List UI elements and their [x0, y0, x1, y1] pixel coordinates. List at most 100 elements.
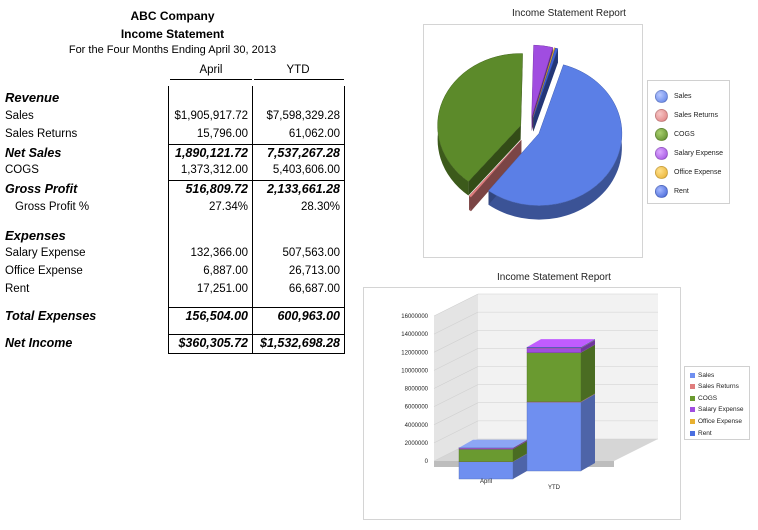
bar-segment-side: [513, 453, 527, 479]
bar-chart-panel: 16000000 14000000 12000000 10000000 8000000 6…: [363, 287, 681, 520]
legend-swatch: [655, 146, 668, 160]
sales-returns-april: 15,796.00: [196, 128, 248, 140]
pie-legend-label: Sales Returns: [674, 111, 718, 119]
net-sales-april: 1,890,121.72: [175, 146, 248, 160]
bar-segment: [526, 347, 582, 353]
y-tick-label: 2000000: [405, 441, 429, 447]
pie-legend-item: Salary Expense: [655, 146, 723, 160]
pie-slice-edge: [468, 125, 521, 196]
net-income-rule: [168, 334, 345, 335]
net-income-ytd: $1,532,698.28: [260, 336, 340, 350]
pie-slice: [437, 53, 523, 182]
pie-legend-label: COGS: [674, 130, 695, 138]
pie-legend-item: Sales: [655, 89, 692, 103]
bar-chart-legend: Sales Sales Returns COGS Salary Expense …: [684, 366, 750, 440]
gridline: [433, 311, 479, 335]
bar-legend-item: Rent: [690, 428, 712, 438]
gridline: [433, 293, 479, 317]
salary-expense-label: Salary Expense: [5, 247, 86, 259]
header-underline-april: [170, 79, 252, 80]
bar-segment-side: [513, 439, 527, 448]
gross-profit-ytd: 2,133,661.28: [267, 182, 340, 196]
pie-slice: [488, 64, 623, 206]
pie-slice-side: [488, 64, 622, 220]
pie-legend-label: Office Expense: [674, 168, 722, 176]
rent-ytd: 66,687.00: [288, 283, 340, 295]
pie-slice-edge: [533, 48, 558, 132]
office-expense-label: Office Expense: [5, 265, 83, 277]
bar-legend-label: Office Expense: [698, 417, 742, 425]
salary-expense-ytd: 507,563.00: [282, 247, 340, 259]
y-tick-label: 0: [425, 459, 429, 465]
pie-slice: [533, 47, 559, 118]
y-tick-label: 4000000: [405, 423, 429, 429]
column-border-left: [168, 86, 169, 354]
company-name: ABC Company: [130, 9, 215, 23]
legend-swatch: [655, 184, 668, 198]
pie-legend-item: COGS: [655, 127, 695, 141]
pie-legend-label: Rent: [674, 187, 689, 195]
y-tick-label: 14000000: [401, 332, 428, 338]
gross-profit-pct-label: Gross Profit %: [15, 201, 90, 213]
y-tick-label: 12000000: [401, 350, 428, 356]
gridline: [433, 366, 479, 389]
bar-legend-label: COGS: [698, 394, 718, 402]
bar-chart-title: Income Statement Report: [497, 272, 611, 283]
bar-segment-side: [581, 339, 595, 349]
legend-swatch: [655, 165, 668, 179]
bar-top: [459, 439, 527, 448]
y-tick-label: 8000000: [405, 387, 429, 393]
bar-segment-side: [581, 344, 595, 402]
bar-segment-side: [581, 393, 595, 403]
legend-swatch: [690, 395, 695, 401]
sales-returns-label: Sales Returns: [5, 128, 78, 140]
bar-segment: [526, 401, 582, 472]
net-income-double-rule: [168, 353, 345, 354]
y-tick-label: 10000000: [401, 368, 428, 374]
bar-segment-side: [513, 453, 527, 462]
legend-swatch: [655, 127, 668, 141]
pie-legend-label: Sales: [674, 92, 692, 100]
bar-top: [527, 339, 595, 348]
legend-swatch: [690, 372, 695, 378]
legend-swatch: [690, 406, 695, 412]
net-sales-ytd: 7,537,267.28: [267, 146, 340, 160]
bar-legend-item: Sales Returns: [690, 381, 739, 391]
legend-swatch: [690, 418, 695, 424]
gross-profit-pct-ytd: 28.30%: [300, 201, 340, 213]
statement-title: Income Statement: [120, 27, 225, 41]
pie-chart-panel: [423, 24, 643, 258]
bar-legend-item: Sales: [690, 370, 714, 380]
pie-legend-item: Sales Returns: [655, 108, 718, 122]
pie-legend-item: Rent: [655, 184, 689, 198]
revenue-header: Revenue: [5, 90, 60, 105]
total-expenses-rule: [168, 307, 345, 308]
bar-segment-side: [513, 441, 527, 462]
gridline: [433, 402, 479, 426]
bar-segment: [526, 346, 582, 348]
rent-april: 17,251.00: [196, 283, 248, 295]
column-header-ytd: YTD: [286, 64, 310, 76]
bar-legend-item: Office Expense: [690, 416, 742, 426]
net-sales-rule: [168, 144, 345, 145]
pie-slice-edge: [469, 140, 522, 210]
net-income-april: $360,305.72: [178, 336, 248, 350]
bar-legend-label: Salary Expense: [698, 405, 744, 413]
cogs-label: COGS: [5, 164, 39, 176]
legend-swatch: [690, 383, 695, 389]
column-border-right: [344, 86, 345, 354]
gridline: [433, 329, 479, 353]
bar-legend-item: Salary Expense: [690, 404, 744, 414]
net-sales-label: Net Sales: [5, 146, 62, 160]
y-tick-label: 16000000: [401, 314, 428, 320]
bar-legend-label: Rent: [698, 429, 712, 437]
column-border-mid: [252, 86, 253, 354]
bar-legend-label: Sales Returns: [698, 382, 739, 390]
bar-segment-side: [581, 394, 595, 471]
net-income-label: Net Income: [5, 336, 73, 350]
expenses-header: Expenses: [5, 228, 66, 243]
sales-april: $1,905,917.72: [174, 110, 248, 122]
cogs-april: 1,373,312.00: [180, 164, 248, 176]
statement-period: For the Four Months Ending April 30, 201…: [68, 44, 277, 56]
pie-chart-title: Income Statement Report: [512, 8, 626, 19]
